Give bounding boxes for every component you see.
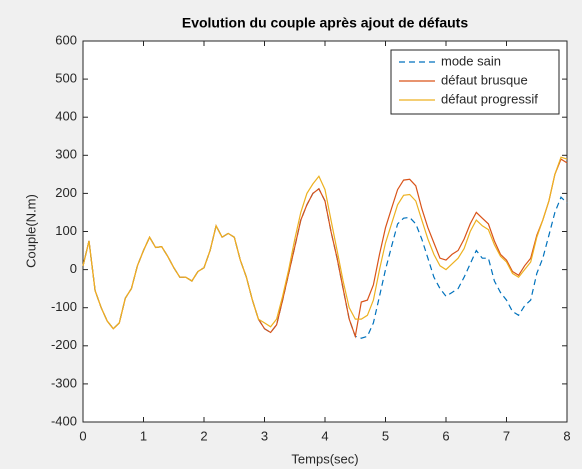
- y-tick-label: 200: [55, 185, 77, 200]
- x-tick-label: 2: [200, 428, 207, 443]
- x-tick-label: 6: [442, 428, 449, 443]
- x-tick-label: 4: [321, 428, 328, 443]
- y-tick-label: -200: [51, 337, 77, 352]
- y-tick-label: 500: [55, 71, 77, 86]
- x-tick-label: 0: [79, 428, 86, 443]
- y-tick-label: -300: [51, 375, 77, 390]
- y-tick-label: 100: [55, 223, 77, 238]
- legend-label: mode sain: [441, 53, 501, 68]
- y-tick-label: 300: [55, 147, 77, 162]
- x-tick-label: 1: [140, 428, 147, 443]
- x-axis-label: Temps(sec): [291, 451, 358, 466]
- y-tick-label: 400: [55, 109, 77, 124]
- legend-label: défaut progressif: [441, 91, 538, 106]
- x-tick-label: 5: [382, 428, 389, 443]
- y-tick-label: -400: [51, 413, 77, 428]
- legend-label: défaut brusque: [441, 72, 528, 87]
- y-tick-label: 0: [70, 261, 77, 276]
- y-axis-label: Couple(N.m): [23, 194, 38, 268]
- y-tick-label: -100: [51, 299, 77, 314]
- legend-box: [390, 49, 560, 115]
- x-tick-label: 7: [503, 428, 510, 443]
- x-tick-label: 8: [563, 428, 570, 443]
- line-series: [82, 156, 568, 330]
- y-tick-label: 600: [55, 32, 77, 47]
- x-tick-label: 3: [261, 428, 268, 443]
- legend: mode sain défaut brusque défaut progressif: [390, 49, 560, 115]
- chart-title: Evolution du couple après ajout de défau…: [182, 15, 468, 31]
